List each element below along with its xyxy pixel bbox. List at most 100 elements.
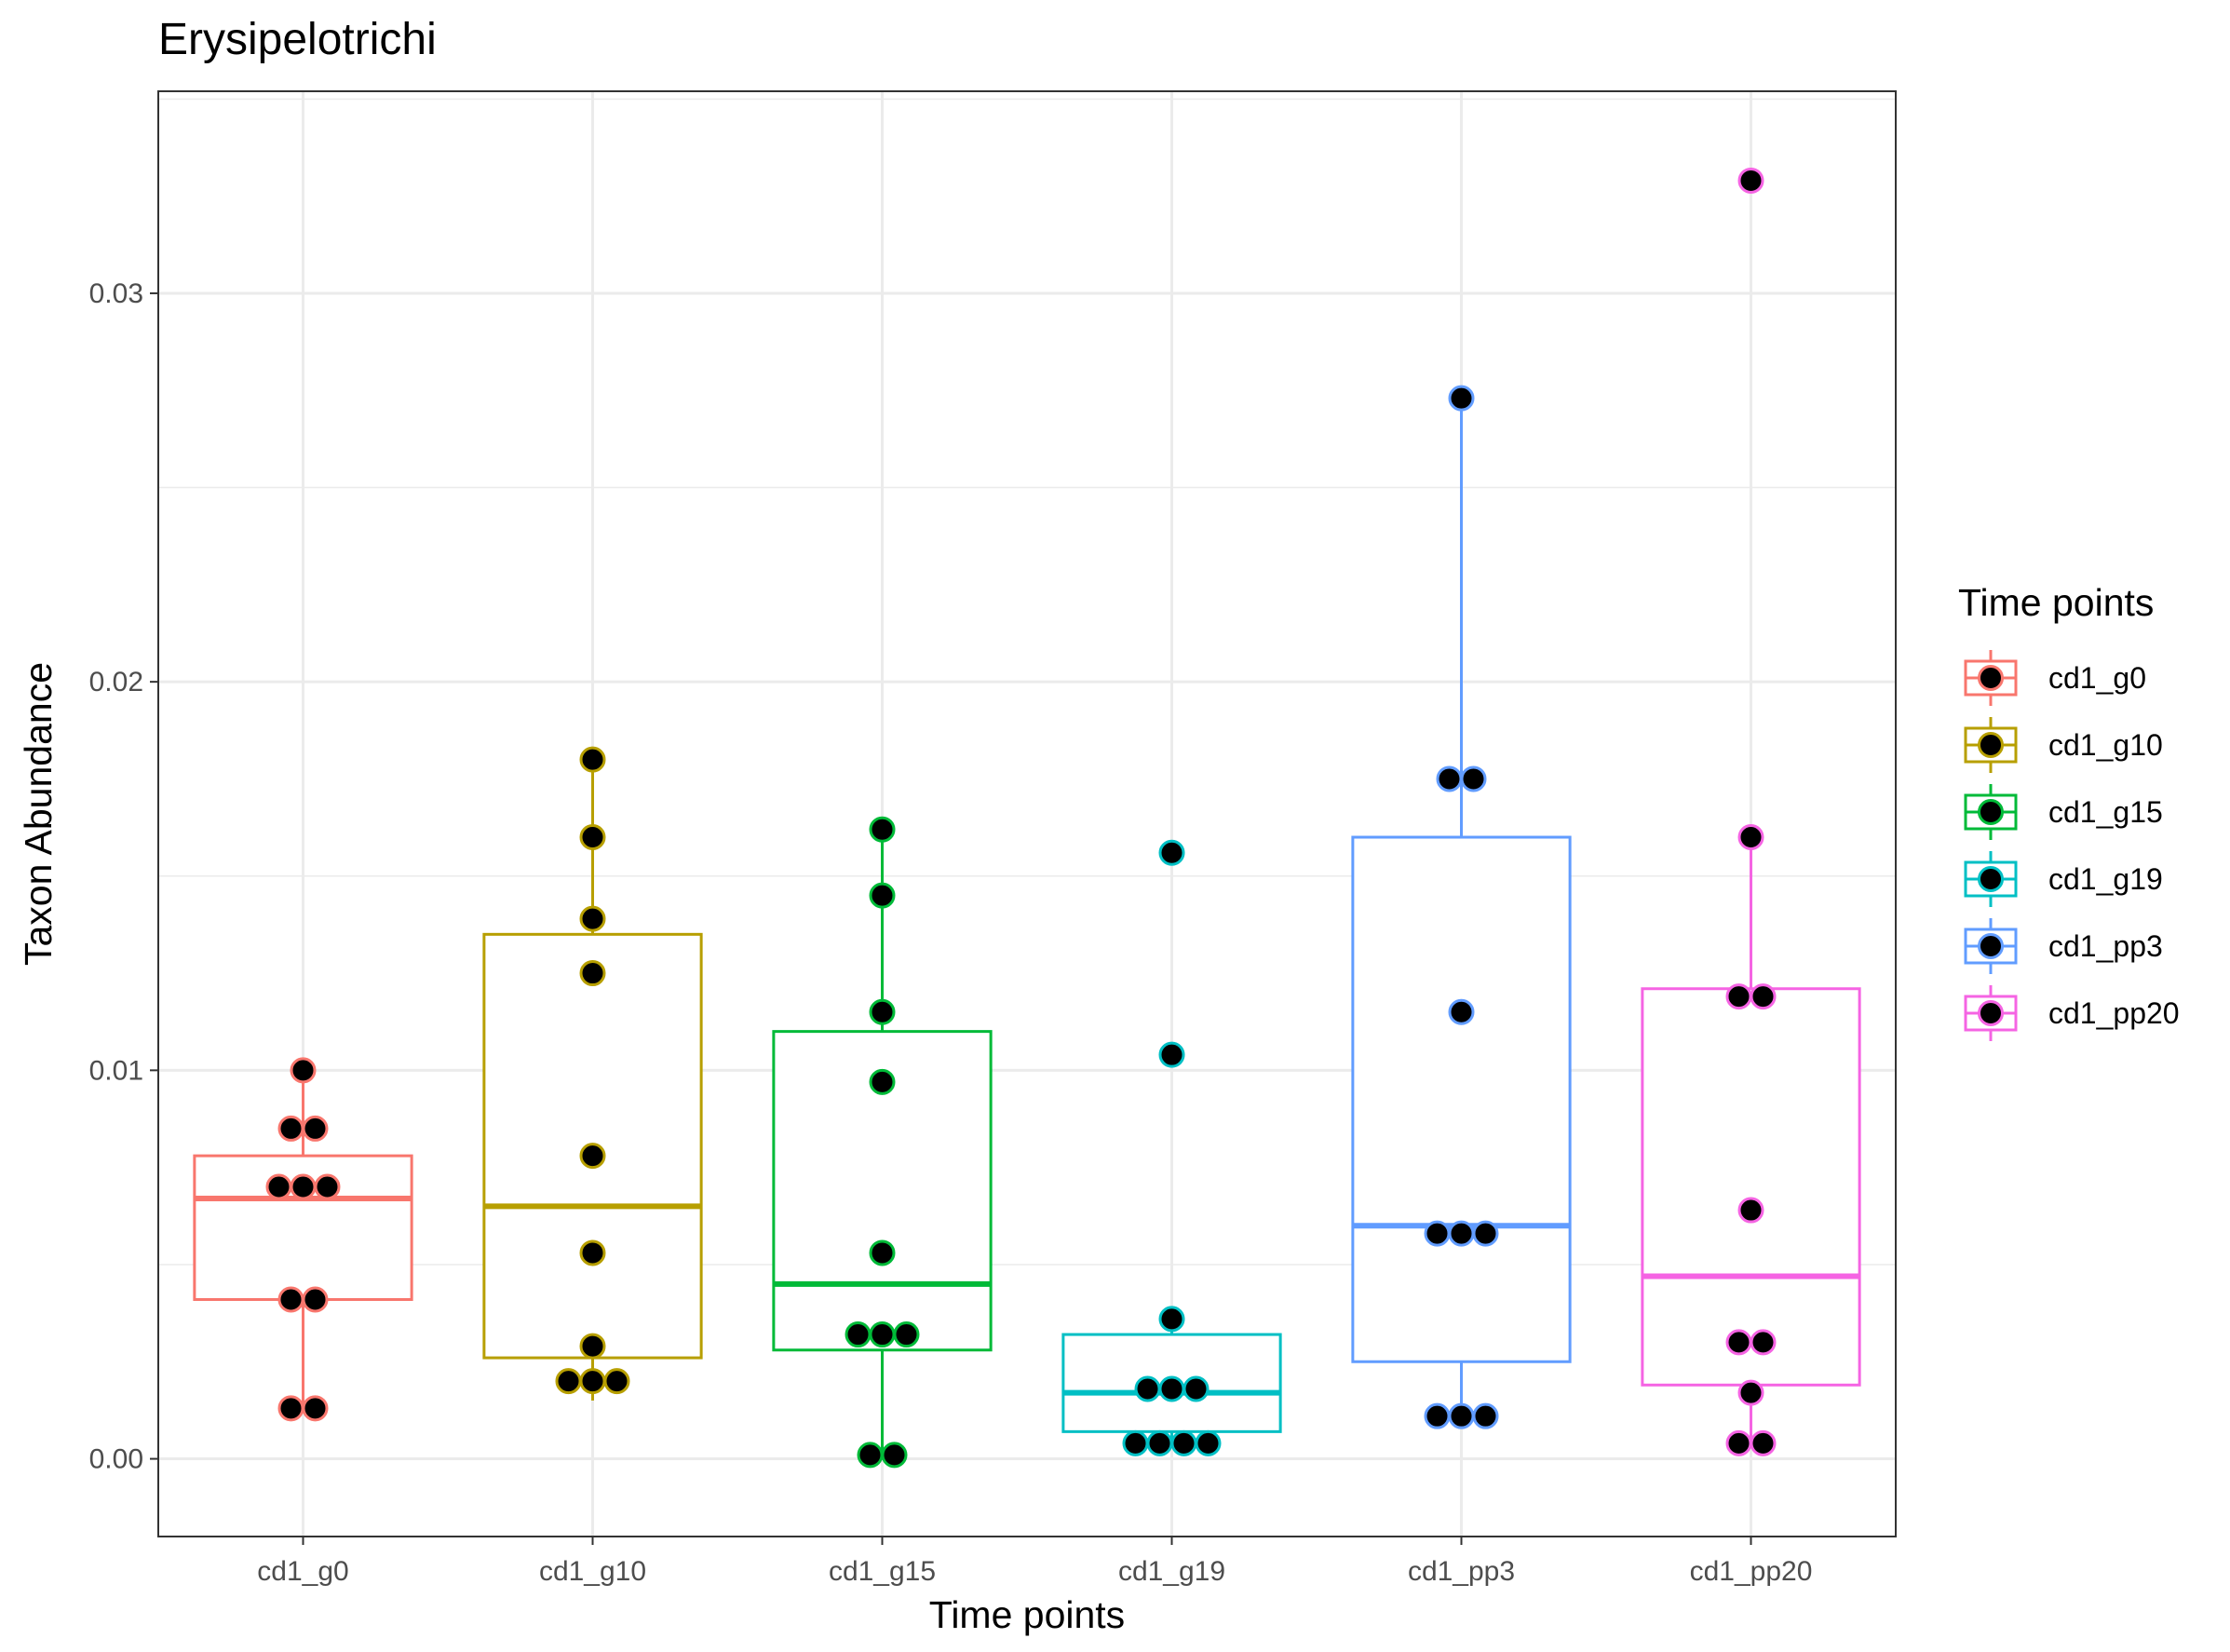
x-tick-label: cd1_pp20 [1690, 1556, 1813, 1587]
box-cd1_pp3 [1351, 398, 1572, 1416]
y-tick-label: 0.03 [89, 278, 143, 309]
x-tick-label: cd1_g10 [539, 1556, 646, 1587]
data-point [290, 1057, 317, 1084]
data-point [555, 1368, 582, 1395]
boxes [193, 398, 1861, 1456]
data-point [1448, 385, 1475, 412]
data-point [1750, 1329, 1777, 1356]
legend-item-cd1_g0: cd1_g0 [1964, 650, 2146, 706]
data-point [1448, 1402, 1475, 1429]
data-point [314, 1173, 341, 1200]
x-tick-label: cd1_g19 [1118, 1556, 1225, 1587]
data-point [1170, 1429, 1197, 1456]
legend-key-point [1978, 866, 2004, 892]
data-point [302, 1395, 329, 1422]
box-body [1351, 835, 1572, 1363]
legend-key-point [1978, 1000, 2004, 1026]
data-point [579, 1368, 606, 1395]
data-point [579, 1333, 606, 1360]
panel-border [157, 90, 1897, 1537]
data-point [1158, 1375, 1185, 1402]
x-axis-ticks: cd1_g0 cd1_g10 cd1_g15 cd1_g19 cd1_pp3 cd1_pp… [257, 1537, 1812, 1587]
grid [158, 91, 1896, 1537]
data-point [845, 1321, 872, 1348]
data-point [277, 1115, 304, 1142]
data-point [579, 1239, 606, 1266]
legend-label: cd1_pp3 [2048, 929, 2163, 963]
legend-item-cd1_g10: cd1_g10 [1964, 717, 2163, 773]
data-point [302, 1286, 329, 1313]
y-axis-ticks: 0.00 0.01 0.02 0.03 [89, 278, 158, 1475]
data-point [1725, 983, 1752, 1010]
legend-item-cd1_pp3: cd1_pp3 [1964, 918, 2163, 974]
y-tick-label: 0.02 [89, 667, 143, 697]
data-point [579, 960, 606, 987]
legend-title: Time points [1958, 581, 2154, 624]
data-point [881, 1442, 908, 1469]
data-point [1158, 1041, 1185, 1068]
legend-item-cd1_g19: cd1_g19 [1964, 851, 2163, 907]
data-point [302, 1115, 329, 1142]
data-point [1460, 765, 1487, 792]
data-point [1448, 1220, 1475, 1247]
box-cd1_g10 [482, 759, 703, 1401]
data-point [1436, 765, 1463, 792]
data-point [1158, 839, 1185, 866]
data-point [1737, 824, 1764, 851]
data-point [857, 1442, 884, 1469]
data-point [1134, 1375, 1161, 1402]
data-point [1146, 1429, 1173, 1456]
y-tick-label: 0.01 [89, 1055, 143, 1086]
x-axis-title: Time points [929, 1593, 1125, 1636]
legend-label: cd1_g10 [2048, 728, 2163, 762]
data-point [1195, 1429, 1222, 1456]
data-point [1750, 1429, 1777, 1456]
data-point [1472, 1220, 1499, 1247]
legend-key-point [1978, 732, 2004, 758]
data-point [1750, 983, 1777, 1010]
data-point [277, 1395, 304, 1422]
data-point [277, 1286, 304, 1313]
legend-label: cd1_g15 [2048, 795, 2163, 829]
data-point [579, 746, 606, 773]
x-tick-label: cd1_g0 [257, 1556, 348, 1587]
legend-label: cd1_pp20 [2048, 996, 2180, 1030]
y-axis-title: Taxon Abundance [17, 662, 60, 966]
x-tick-label: cd1_g15 [829, 1556, 936, 1587]
data-point [1472, 1402, 1499, 1429]
data-point [579, 1143, 606, 1170]
data-point [1424, 1402, 1451, 1429]
data-point [1737, 1197, 1764, 1224]
box-body [1641, 987, 1861, 1387]
data-point [579, 905, 606, 932]
legend-key-point [1978, 933, 2004, 959]
data-point [1158, 1306, 1185, 1333]
legend-item-cd1_pp20: cd1_pp20 [1964, 985, 2180, 1041]
data-point [1424, 1220, 1451, 1247]
data-point [1122, 1429, 1149, 1456]
legend: Time points cd1_g0 cd1_g10 cd1_g15 cd1_g19c… [1958, 581, 2180, 1041]
y-tick-label: 0.00 [89, 1444, 143, 1475]
box-cd1_pp20 [1641, 837, 1861, 1443]
data-point [579, 824, 606, 851]
legend-key-point [1978, 665, 2004, 691]
data-point [1725, 1329, 1752, 1356]
legend-label: cd1_g19 [2048, 862, 2163, 896]
data-point [603, 1368, 630, 1395]
box-cd1_g15 [772, 829, 993, 1456]
data-point [869, 882, 896, 909]
legend-label: cd1_g0 [2048, 661, 2146, 695]
data-point [869, 816, 896, 843]
x-tick-label: cd1_pp3 [1408, 1556, 1515, 1587]
data-point [869, 998, 896, 1025]
points [265, 167, 1777, 1469]
data-point [290, 1173, 317, 1200]
data-point [1725, 1429, 1752, 1456]
data-point [869, 1321, 896, 1348]
data-point [1737, 1379, 1764, 1406]
data-point [869, 1068, 896, 1095]
data-point [265, 1173, 292, 1200]
legend-item-cd1_g15: cd1_g15 [1964, 784, 2163, 840]
data-point [1448, 998, 1475, 1025]
